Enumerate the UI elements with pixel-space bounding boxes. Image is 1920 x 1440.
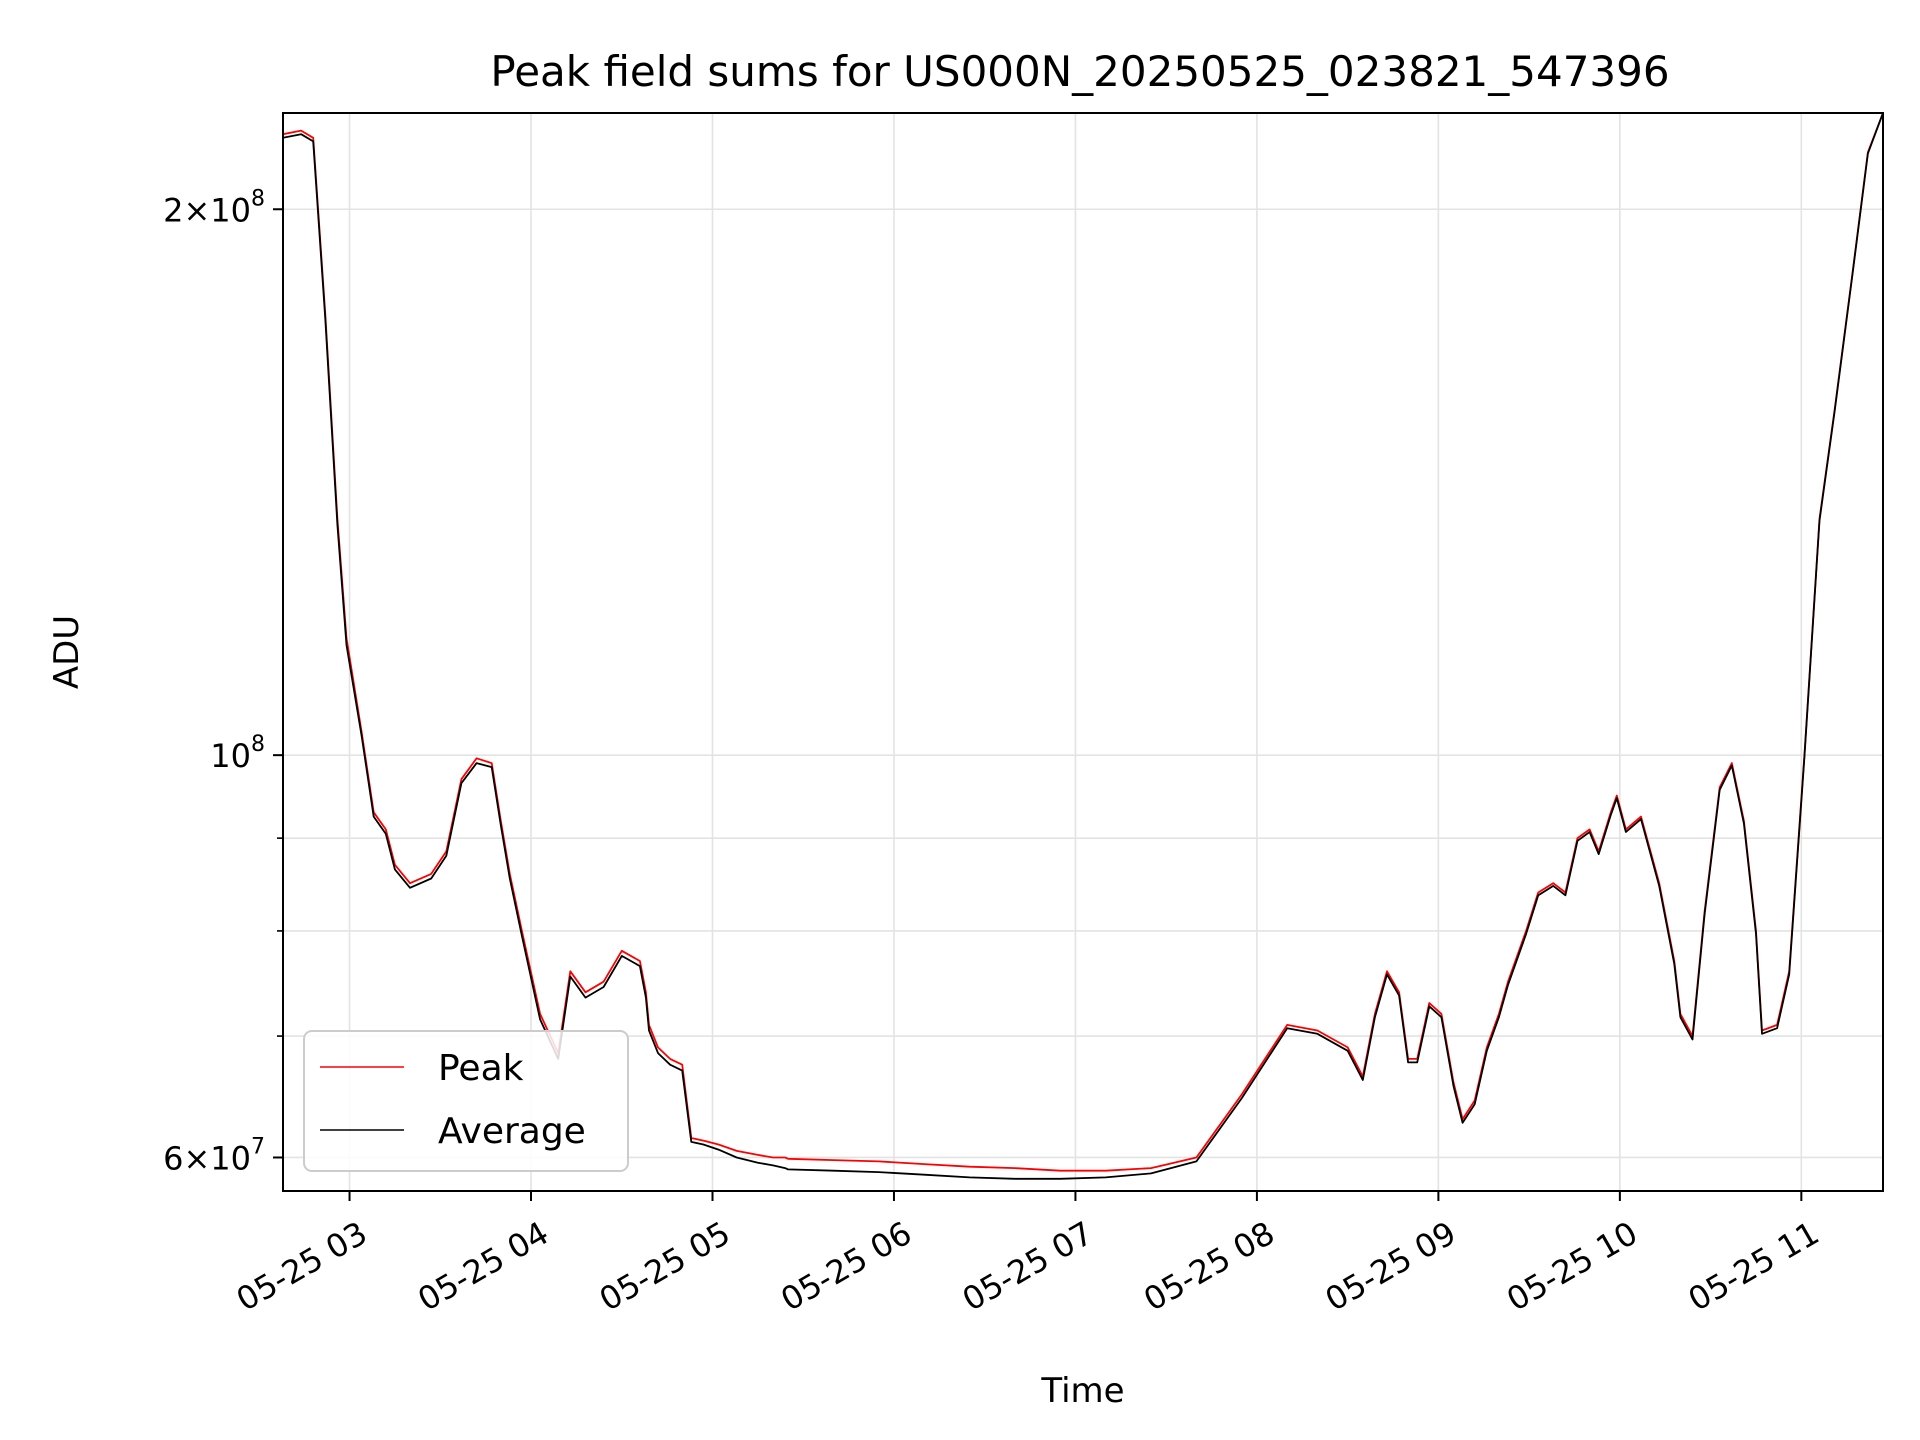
grid	[283, 113, 1883, 1191]
legend-label-average: Average	[438, 1111, 586, 1152]
x-axis-title: Time	[1040, 1371, 1124, 1411]
y-axis-title: ADU	[47, 615, 87, 689]
series-layer	[283, 113, 1883, 1180]
legend: Peak Average	[303, 1030, 629, 1172]
plot-frame	[282, 112, 1884, 1192]
chart-title: Peak field sums for US000N_20250525_0238…	[490, 47, 1669, 96]
y-axis: 6×107 108 2×108	[163, 186, 283, 1177]
series-line-average	[283, 113, 1883, 1180]
legend-box	[303, 1030, 629, 1172]
y-tick-label: 2×108	[163, 186, 265, 229]
y-tick-label: 108	[210, 732, 265, 775]
legend-label-peak: Peak	[438, 1048, 524, 1089]
plot-area	[283, 113, 1883, 1180]
y-tick-label: 6×107	[163, 1134, 265, 1177]
